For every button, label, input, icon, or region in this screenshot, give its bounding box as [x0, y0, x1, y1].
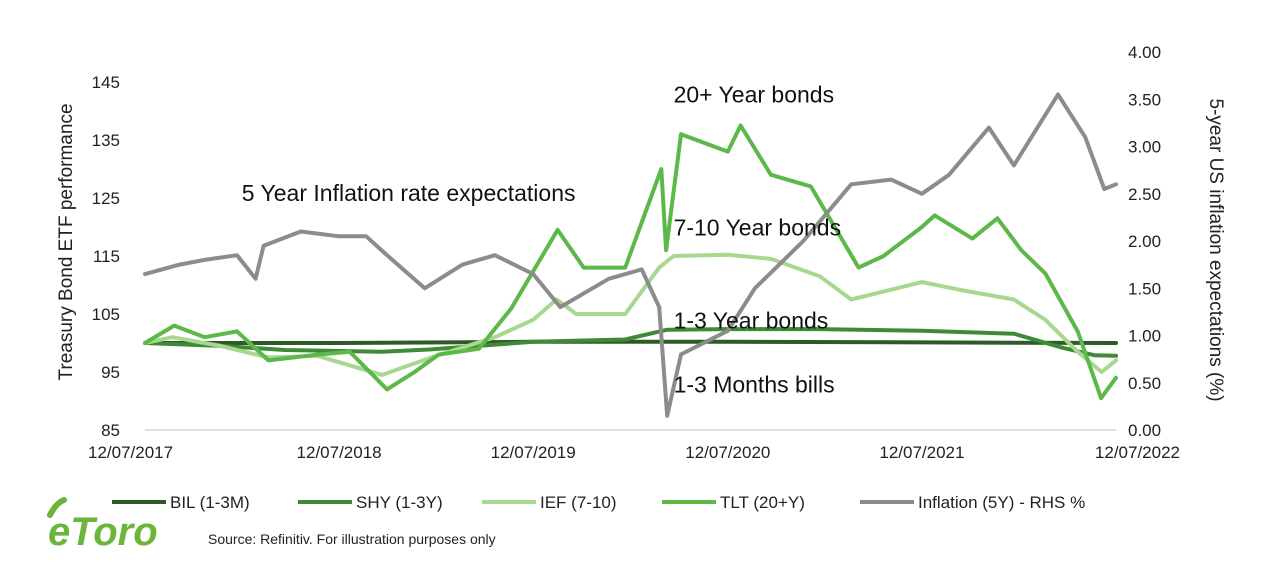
- series-line-3: [143, 123, 1118, 401]
- series-lines: [143, 92, 1118, 418]
- x-tick-2: 12/07/2019: [491, 443, 576, 462]
- right-y-tick-0: 4.00: [1128, 43, 1161, 62]
- annotation-2: 7-10 Year bonds: [674, 215, 842, 241]
- x-tick-labels: 12/07/2017 12/07/2018 12/07/2019 12/07/2020…: [88, 443, 1180, 462]
- legend-label-2: IEF (7-10): [540, 493, 617, 512]
- right-y-tick-5: 1.50: [1128, 279, 1161, 298]
- right-y-tick-labels: 4.00 3.50 3.00 2.50 2.00 1.50 1.00 0.50 0.00: [1128, 43, 1161, 440]
- left-y-tick-2: 125: [92, 189, 120, 208]
- legend-label-3: TLT (20+Y): [720, 493, 805, 512]
- annotation-3: 1-3 Year bonds: [674, 308, 829, 334]
- source-note: Source: Refinitiv. For illustration purp…: [208, 531, 496, 547]
- x-tick-0: 12/07/2017: [88, 443, 173, 462]
- chart-annotations: 20+ Year bonds 5 Year Inflation rate expe…: [242, 81, 841, 397]
- left-y-tick-4: 105: [92, 305, 120, 324]
- annotation-0: 20+ Year bonds: [674, 81, 835, 107]
- right-y-axis-title: 5-year US inflation expectations (%): [1205, 98, 1226, 401]
- x-tick-3: 12/07/2020: [685, 443, 770, 462]
- left-y-tick-0: 145: [92, 73, 120, 92]
- legend-label-4: Inflation (5Y) - RHS %: [918, 493, 1085, 512]
- right-y-tick-2: 3.00: [1128, 138, 1161, 157]
- annotation-1: 5 Year Inflation rate expectations: [242, 180, 576, 206]
- etoro-logo: eToro: [47, 497, 158, 554]
- left-y-axis-title: Treasury Bond ETF performance: [56, 103, 77, 380]
- legend: BIL (1-3M) SHY (1-3Y) IEF (7-10) TLT (20+Y)…: [112, 493, 1085, 512]
- left-y-tick-1: 135: [92, 131, 120, 150]
- series-line-1: [143, 327, 1118, 358]
- logo-wordmark: eToro: [48, 510, 158, 554]
- right-y-tick-6: 1.00: [1128, 327, 1161, 346]
- x-tick-5: 12/07/2022: [1095, 443, 1180, 462]
- right-y-tick-7: 0.50: [1128, 374, 1161, 393]
- right-y-tick-4: 2.00: [1128, 232, 1161, 251]
- left-y-tick-5: 95: [101, 363, 120, 382]
- left-y-tick-3: 115: [93, 247, 120, 266]
- left-y-tick-6: 85: [101, 421, 120, 440]
- legend-label-0: BIL (1-3M): [170, 493, 250, 512]
- series-line-0: [143, 339, 1118, 345]
- right-y-tick-3: 2.50: [1128, 185, 1161, 204]
- series-line-4: [143, 92, 1118, 418]
- x-tick-1: 12/07/2018: [297, 443, 382, 462]
- x-tick-4: 12/07/2021: [879, 443, 964, 462]
- left-y-tick-labels: 145 135 125 115 105 95 85: [92, 73, 120, 440]
- legend-label-1: SHY (1-3Y): [356, 493, 443, 512]
- right-y-tick-1: 3.50: [1128, 90, 1161, 109]
- annotation-4: 1-3 Months bills: [674, 371, 835, 397]
- logo-swoosh-icon: [47, 497, 67, 518]
- right-y-tick-8: 0.00: [1128, 421, 1161, 440]
